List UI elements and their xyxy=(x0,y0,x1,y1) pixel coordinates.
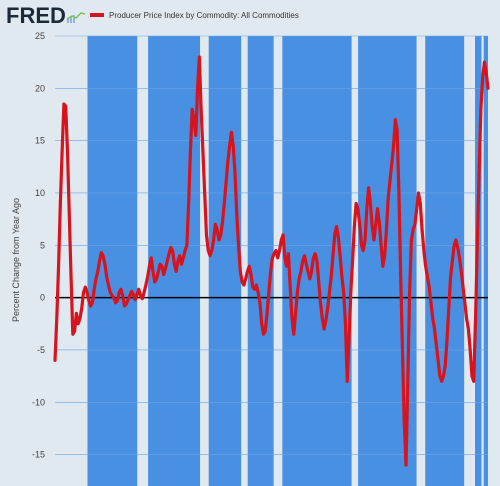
y-tick-label: -15 xyxy=(32,450,45,460)
recession-band xyxy=(464,36,476,486)
recession-band xyxy=(351,36,359,486)
y-tick-label: 15 xyxy=(35,136,45,146)
chart-logo-icon xyxy=(66,12,86,23)
y-tick-label: 10 xyxy=(35,188,45,198)
y-tick-label: 5 xyxy=(40,240,45,250)
y-tick-label: -5 xyxy=(37,345,45,355)
recession-band xyxy=(416,36,426,486)
fred-logo[interactable]: FRED xyxy=(6,4,86,28)
legend-series-label: Producer Price Index by Commodity: All C… xyxy=(109,10,299,20)
legend-swatch xyxy=(90,13,104,17)
series-line xyxy=(53,55,490,467)
y-tick-label: 25 xyxy=(35,31,45,41)
recession-band xyxy=(481,36,484,486)
y-tick-label: 0 xyxy=(40,293,45,303)
recession-band xyxy=(137,36,149,486)
recession-band xyxy=(200,36,209,486)
y-tick-label: -10 xyxy=(32,397,45,407)
recession-band xyxy=(241,36,248,486)
chart-header: FRED Producer Price Index by Commodity: … xyxy=(0,0,500,32)
recession-band xyxy=(273,36,283,486)
fred-logo-text: FRED xyxy=(6,3,66,28)
y-tick-label: 20 xyxy=(35,83,45,93)
chart-legend: Producer Price Index by Commodity: All C… xyxy=(90,8,299,22)
